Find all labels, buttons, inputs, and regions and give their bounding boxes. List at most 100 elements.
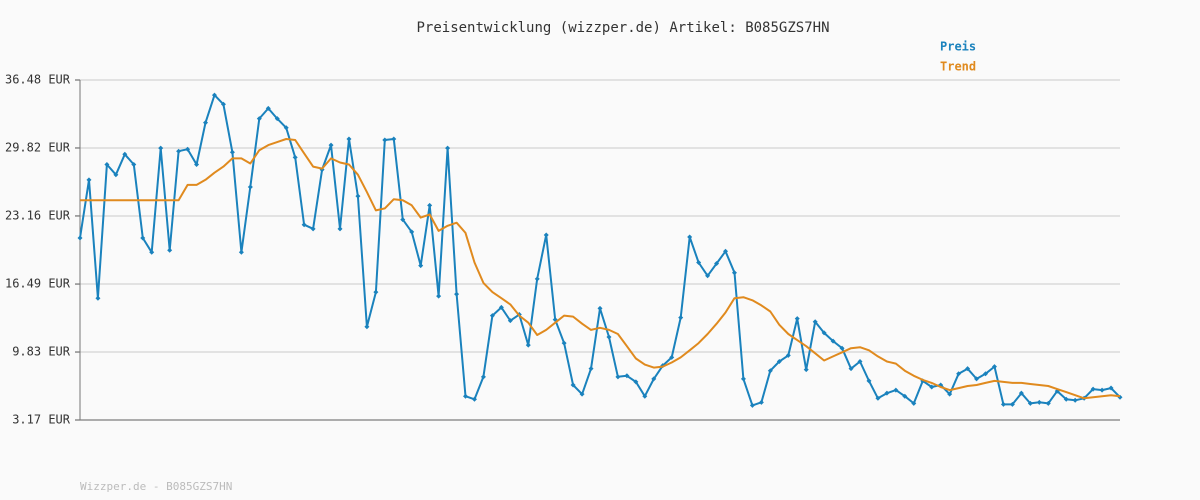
point bbox=[633, 379, 639, 385]
point bbox=[292, 154, 298, 160]
point bbox=[301, 222, 307, 228]
y-tick-label: 36.48 EUR bbox=[5, 73, 71, 87]
point bbox=[570, 382, 576, 388]
point bbox=[812, 319, 818, 325]
point bbox=[974, 376, 980, 382]
point bbox=[167, 247, 173, 253]
point bbox=[77, 235, 83, 241]
point bbox=[86, 177, 92, 183]
point bbox=[875, 395, 881, 401]
point bbox=[1018, 390, 1024, 396]
point bbox=[122, 151, 128, 157]
point bbox=[149, 249, 155, 255]
point bbox=[947, 391, 953, 397]
point bbox=[597, 305, 603, 311]
point bbox=[1027, 400, 1033, 406]
series-line bbox=[80, 138, 1121, 400]
point bbox=[902, 393, 908, 399]
point bbox=[696, 260, 702, 266]
point bbox=[991, 364, 997, 370]
point bbox=[687, 234, 693, 240]
point bbox=[723, 248, 729, 254]
point bbox=[669, 354, 675, 360]
point bbox=[463, 393, 469, 399]
point bbox=[525, 342, 531, 348]
legend-label: Trend bbox=[940, 60, 976, 74]
point bbox=[113, 172, 119, 178]
point bbox=[176, 148, 182, 154]
point bbox=[355, 193, 361, 199]
point bbox=[400, 217, 406, 223]
point bbox=[651, 376, 657, 382]
point bbox=[714, 261, 720, 267]
point bbox=[185, 146, 191, 152]
point bbox=[830, 338, 836, 344]
point bbox=[1036, 399, 1042, 405]
point bbox=[794, 316, 800, 322]
point bbox=[274, 116, 280, 122]
point bbox=[247, 184, 253, 190]
point bbox=[983, 371, 989, 377]
y-tick-label: 23.16 EUR bbox=[5, 208, 71, 222]
point bbox=[310, 226, 316, 232]
point bbox=[1045, 400, 1051, 406]
point bbox=[543, 232, 549, 238]
point bbox=[740, 376, 746, 382]
point bbox=[848, 366, 854, 372]
point bbox=[364, 324, 370, 330]
point bbox=[220, 101, 226, 107]
point bbox=[561, 340, 567, 346]
point bbox=[1099, 387, 1105, 393]
point bbox=[758, 399, 764, 405]
point bbox=[140, 235, 146, 241]
footer: Wizzper.de - B085GZS7HN bbox=[80, 480, 232, 493]
point bbox=[337, 226, 343, 232]
point bbox=[588, 366, 594, 372]
point bbox=[211, 92, 217, 98]
point bbox=[158, 145, 164, 151]
point bbox=[382, 137, 388, 143]
point bbox=[471, 396, 477, 402]
point bbox=[346, 136, 352, 142]
point bbox=[749, 402, 755, 408]
point bbox=[229, 149, 235, 155]
point bbox=[480, 374, 486, 380]
point bbox=[893, 387, 899, 393]
point bbox=[929, 384, 935, 390]
point bbox=[956, 371, 962, 377]
point bbox=[328, 142, 334, 148]
point bbox=[391, 136, 397, 142]
y-tick-label: 3.17 EUR bbox=[12, 413, 71, 427]
point bbox=[373, 289, 379, 295]
point bbox=[409, 229, 415, 235]
point bbox=[911, 400, 917, 406]
y-tick-label: 16.49 EUR bbox=[5, 277, 71, 291]
y-tick-label: 9.83 EUR bbox=[12, 345, 71, 359]
point bbox=[606, 334, 612, 340]
point bbox=[1072, 397, 1078, 403]
point bbox=[965, 366, 971, 372]
legend-label: Preis bbox=[940, 40, 976, 54]
point bbox=[731, 270, 737, 276]
point bbox=[1108, 385, 1114, 391]
point bbox=[857, 359, 863, 365]
point bbox=[1000, 401, 1006, 407]
point bbox=[489, 313, 495, 319]
point bbox=[534, 276, 540, 282]
point bbox=[767, 368, 773, 374]
point bbox=[95, 295, 101, 301]
point bbox=[256, 116, 262, 122]
point bbox=[776, 359, 782, 365]
point bbox=[866, 378, 872, 384]
point bbox=[884, 390, 890, 396]
point bbox=[705, 273, 711, 279]
point bbox=[454, 291, 460, 297]
point bbox=[615, 374, 621, 380]
point bbox=[104, 162, 110, 168]
point bbox=[498, 304, 504, 310]
y-tick-label: 29.82 EUR bbox=[5, 140, 71, 154]
point bbox=[203, 120, 209, 126]
point bbox=[283, 125, 289, 131]
point bbox=[821, 330, 827, 336]
